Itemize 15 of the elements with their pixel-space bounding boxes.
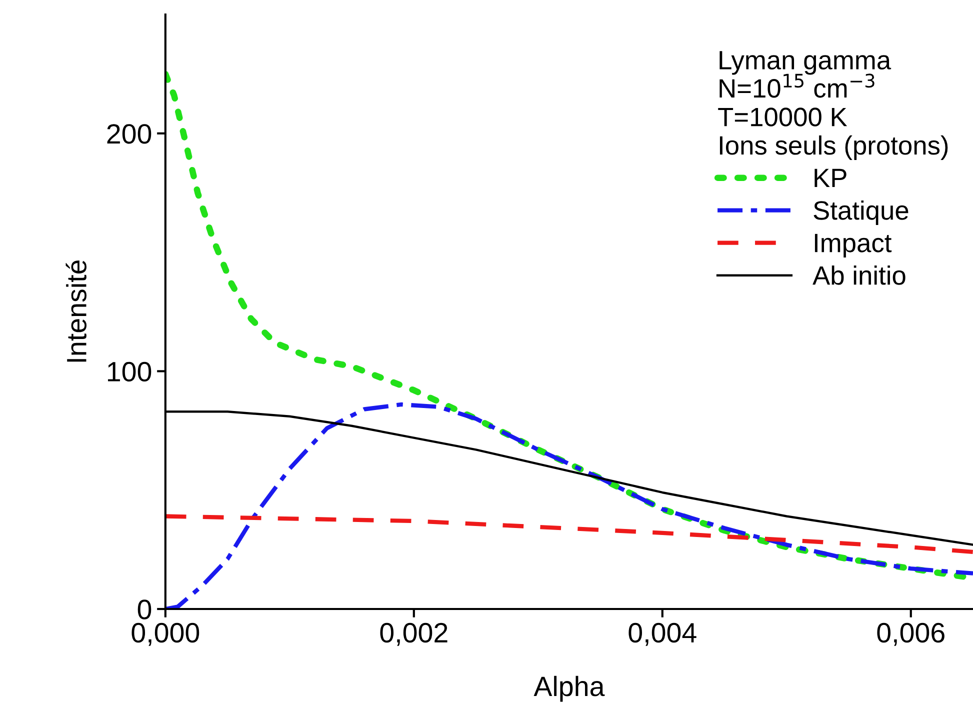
x-tick-label: 0,002 <box>380 622 448 646</box>
y-axis-title: Intensité <box>66 260 86 362</box>
x-tick-label: 0,006 <box>877 622 944 646</box>
y-tick-label: 100 <box>108 362 152 382</box>
line-series <box>165 514 973 554</box>
x-axis-title: Alpha <box>534 676 605 702</box>
legend-title: Lyman gamma N=10$^{15}$ cm$^{−3}$ T=10000 K Ions seuls (protons) <box>718 51 948 160</box>
x-tick-label: 0,000 <box>132 622 200 646</box>
legend-label: Ab initio <box>812 265 906 285</box>
legend-label: Impact <box>814 234 892 258</box>
legend-label: Statique <box>814 200 908 226</box>
legend-label: KP <box>814 168 846 188</box>
x-tick-label: 0,004 <box>628 622 696 646</box>
y-tick-label: 200 <box>107 124 152 144</box>
y-tick-label: 0 <box>138 600 152 620</box>
